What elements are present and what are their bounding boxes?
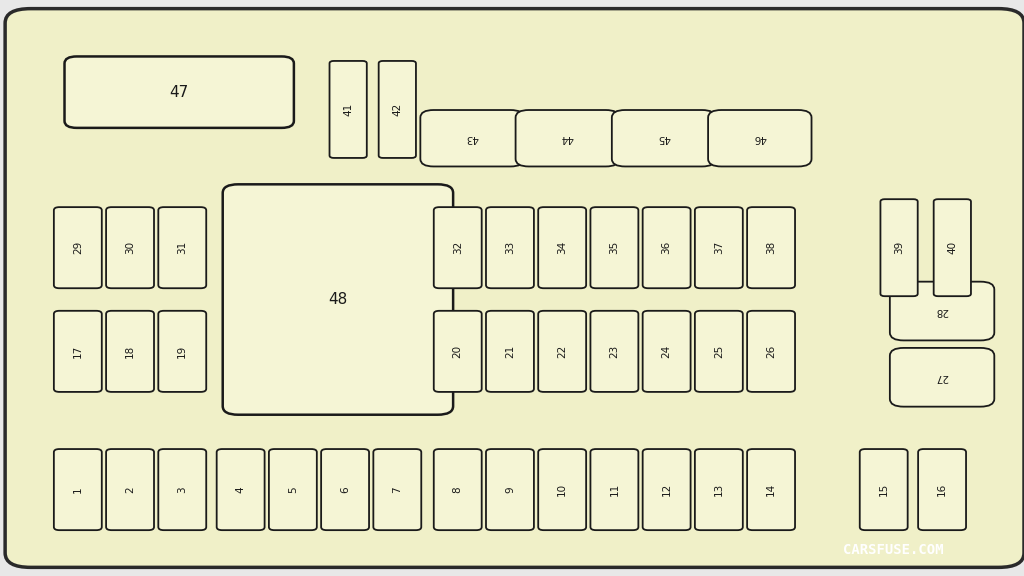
Text: 44: 44	[561, 133, 573, 143]
FancyBboxPatch shape	[934, 199, 971, 296]
FancyBboxPatch shape	[643, 449, 690, 530]
Text: 34: 34	[557, 241, 567, 255]
Text: 31: 31	[177, 241, 187, 255]
Text: 8: 8	[453, 486, 463, 493]
FancyBboxPatch shape	[516, 110, 618, 166]
Text: 21: 21	[505, 344, 515, 358]
Text: 45: 45	[657, 133, 670, 143]
FancyBboxPatch shape	[106, 449, 154, 530]
FancyBboxPatch shape	[486, 311, 534, 392]
Text: 46: 46	[754, 133, 766, 143]
Text: 40: 40	[947, 241, 957, 254]
Text: 13: 13	[714, 483, 724, 497]
FancyBboxPatch shape	[486, 207, 534, 288]
FancyBboxPatch shape	[159, 207, 206, 288]
Text: 9: 9	[505, 486, 515, 493]
FancyBboxPatch shape	[65, 56, 294, 128]
Text: 14: 14	[766, 483, 776, 497]
Text: 3: 3	[177, 486, 187, 493]
Text: 4: 4	[236, 486, 246, 493]
Text: 22: 22	[557, 344, 567, 358]
FancyBboxPatch shape	[421, 110, 524, 166]
Text: 47: 47	[170, 85, 188, 100]
Text: 7: 7	[392, 486, 402, 493]
Text: 25: 25	[714, 344, 724, 358]
FancyBboxPatch shape	[54, 449, 101, 530]
FancyBboxPatch shape	[322, 449, 369, 530]
FancyBboxPatch shape	[379, 61, 416, 158]
FancyBboxPatch shape	[591, 311, 638, 392]
FancyBboxPatch shape	[748, 311, 795, 392]
Text: 33: 33	[505, 241, 515, 255]
Text: 11: 11	[609, 483, 620, 497]
FancyBboxPatch shape	[374, 449, 421, 530]
Text: 30: 30	[125, 241, 135, 254]
FancyBboxPatch shape	[54, 207, 101, 288]
FancyBboxPatch shape	[695, 207, 742, 288]
FancyBboxPatch shape	[159, 449, 206, 530]
Text: 35: 35	[609, 241, 620, 255]
Text: 39: 39	[894, 241, 904, 255]
Text: 24: 24	[662, 344, 672, 358]
FancyBboxPatch shape	[539, 311, 586, 392]
Text: 36: 36	[662, 241, 672, 255]
Text: 37: 37	[714, 241, 724, 255]
Text: 1: 1	[73, 486, 83, 493]
Text: 19: 19	[177, 344, 187, 358]
FancyBboxPatch shape	[612, 110, 715, 166]
FancyBboxPatch shape	[748, 207, 795, 288]
FancyBboxPatch shape	[486, 449, 534, 530]
Text: 10: 10	[557, 483, 567, 496]
FancyBboxPatch shape	[881, 199, 918, 296]
FancyBboxPatch shape	[223, 184, 453, 415]
FancyBboxPatch shape	[330, 61, 367, 158]
Text: 20: 20	[453, 345, 463, 358]
Text: 43: 43	[466, 133, 478, 143]
FancyBboxPatch shape	[695, 449, 742, 530]
Text: 12: 12	[662, 483, 672, 497]
FancyBboxPatch shape	[643, 207, 690, 288]
FancyBboxPatch shape	[217, 449, 264, 530]
FancyBboxPatch shape	[159, 311, 206, 392]
Text: 38: 38	[766, 241, 776, 255]
FancyBboxPatch shape	[5, 9, 1024, 567]
FancyBboxPatch shape	[269, 449, 316, 530]
Text: CARSFUSE.COM: CARSFUSE.COM	[843, 543, 944, 556]
FancyBboxPatch shape	[591, 207, 638, 288]
FancyBboxPatch shape	[890, 282, 994, 340]
FancyBboxPatch shape	[890, 348, 994, 407]
FancyBboxPatch shape	[106, 207, 154, 288]
Text: 17: 17	[73, 344, 83, 358]
Text: 6: 6	[340, 486, 350, 493]
FancyBboxPatch shape	[434, 207, 481, 288]
FancyBboxPatch shape	[709, 110, 811, 166]
Text: 23: 23	[609, 344, 620, 358]
FancyBboxPatch shape	[539, 449, 586, 530]
FancyBboxPatch shape	[434, 311, 481, 392]
Text: 32: 32	[453, 241, 463, 255]
FancyBboxPatch shape	[106, 311, 154, 392]
Text: 41: 41	[343, 103, 353, 116]
Text: 2: 2	[125, 486, 135, 493]
FancyBboxPatch shape	[695, 311, 742, 392]
Text: 26: 26	[766, 344, 776, 358]
FancyBboxPatch shape	[54, 311, 101, 392]
Text: 18: 18	[125, 344, 135, 358]
Text: 29: 29	[73, 241, 83, 255]
FancyBboxPatch shape	[591, 449, 638, 530]
FancyBboxPatch shape	[860, 449, 907, 530]
Text: 15: 15	[879, 483, 889, 497]
FancyBboxPatch shape	[919, 449, 966, 530]
FancyBboxPatch shape	[539, 207, 586, 288]
Text: 48: 48	[329, 292, 347, 307]
Text: 28: 28	[936, 306, 948, 316]
Text: 42: 42	[392, 103, 402, 116]
FancyBboxPatch shape	[643, 311, 690, 392]
Text: 5: 5	[288, 486, 298, 493]
Text: 16: 16	[937, 483, 947, 497]
FancyBboxPatch shape	[434, 449, 481, 530]
Text: 27: 27	[936, 372, 948, 382]
FancyBboxPatch shape	[748, 449, 795, 530]
